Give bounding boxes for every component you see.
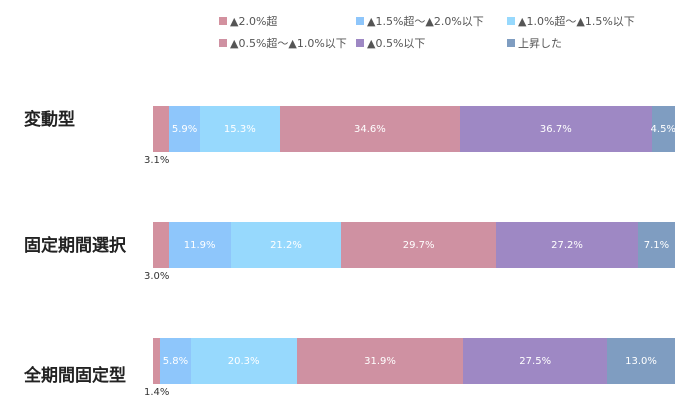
legend-item: ▲1.5%超～▲2.0%以下 [356, 14, 507, 28]
legend-swatch [507, 17, 515, 25]
bar-segment: 5.8% [160, 338, 191, 384]
data-label: 5.9% [171, 123, 198, 135]
data-label: 27.5% [519, 355, 552, 367]
bar-segment: 7.1% [637, 222, 675, 268]
legend-label: 上昇した [518, 37, 562, 50]
bar-segment: 4.5% [650, 106, 676, 152]
bar-row: 5.8% 20.3% 31.9% 27.5% 13.0% [153, 338, 675, 384]
data-label: 21.2% [270, 239, 302, 251]
data-label: 34.6% [354, 123, 386, 135]
data-label: 5.8% [162, 355, 189, 367]
bar-segment: 29.7% [341, 222, 497, 268]
legend-swatch [219, 39, 227, 47]
bar-row: 5.9% 15.3% 34.6% 36.7% 4.5% [153, 106, 676, 152]
bar-segment [153, 338, 161, 384]
legend-item: ▲0.5%超～▲1.0%以下 [219, 36, 356, 50]
bar-segment [153, 222, 169, 268]
bar-segment: 13.0% [607, 338, 675, 384]
data-label: 31.9% [364, 355, 396, 367]
bar-segment [153, 106, 170, 152]
legend: ▲2.0%超 ▲1.5%超～▲2.0%以下 ▲1.0%超～▲1.5%以下 ▲0.5%超… [219, 14, 689, 50]
data-label: 20.3% [227, 355, 260, 367]
legend-label: ▲2.0%超 [230, 15, 278, 28]
category-label: 全期間固定型 [24, 366, 126, 386]
data-label: 15.3% [223, 123, 256, 135]
data-label: 4.5% [650, 123, 676, 135]
data-label: 11.9% [183, 239, 216, 251]
data-label: 3.1% [144, 155, 170, 166]
data-label: 27.2% [551, 239, 583, 251]
legend-swatch [356, 17, 364, 25]
data-label: 13.0% [625, 355, 657, 367]
data-label: 36.7% [539, 123, 572, 135]
legend-item: ▲0.5%以下 [356, 36, 507, 50]
legend-label: ▲1.0%超～▲1.5%以下 [518, 15, 635, 28]
legend-label: ▲0.5%以下 [367, 37, 426, 50]
data-label: 1.4% [144, 387, 170, 398]
legend-swatch [507, 39, 515, 47]
data-label: 7.1% [643, 239, 670, 251]
legend-item: ▲1.0%超～▲1.5%以下 [507, 14, 677, 28]
bar-segment: 11.9% [168, 222, 231, 268]
legend-label: ▲1.5%超～▲2.0%以下 [367, 15, 484, 28]
bar-segment: 36.7% [460, 106, 652, 152]
category-label: 固定期間選択 [24, 236, 126, 256]
bar-segment: 27.2% [496, 222, 638, 268]
legend-item: 上昇した [507, 36, 677, 50]
legend-swatch [356, 39, 364, 47]
category-label: 変動型 [24, 110, 75, 130]
legend-item: ▲2.0%超 [219, 14, 356, 28]
bar-segment: 5.9% [169, 106, 200, 152]
data-label: 29.7% [402, 239, 435, 251]
bar-segment: 31.9% [296, 338, 464, 384]
bar-segment: 21.2% [230, 222, 342, 268]
bar-segment: 27.5% [463, 338, 608, 384]
bar-segment: 20.3% [190, 338, 297, 384]
bar-row: 11.9% 21.2% 29.7% 27.2% 7.1% [153, 222, 675, 268]
legend-label: ▲0.5%超～▲1.0%以下 [230, 37, 347, 50]
bar-segment: 15.3% [199, 106, 280, 152]
legend-swatch [219, 17, 227, 25]
bar-segment: 34.6% [279, 106, 461, 152]
data-label: 3.0% [144, 271, 170, 282]
